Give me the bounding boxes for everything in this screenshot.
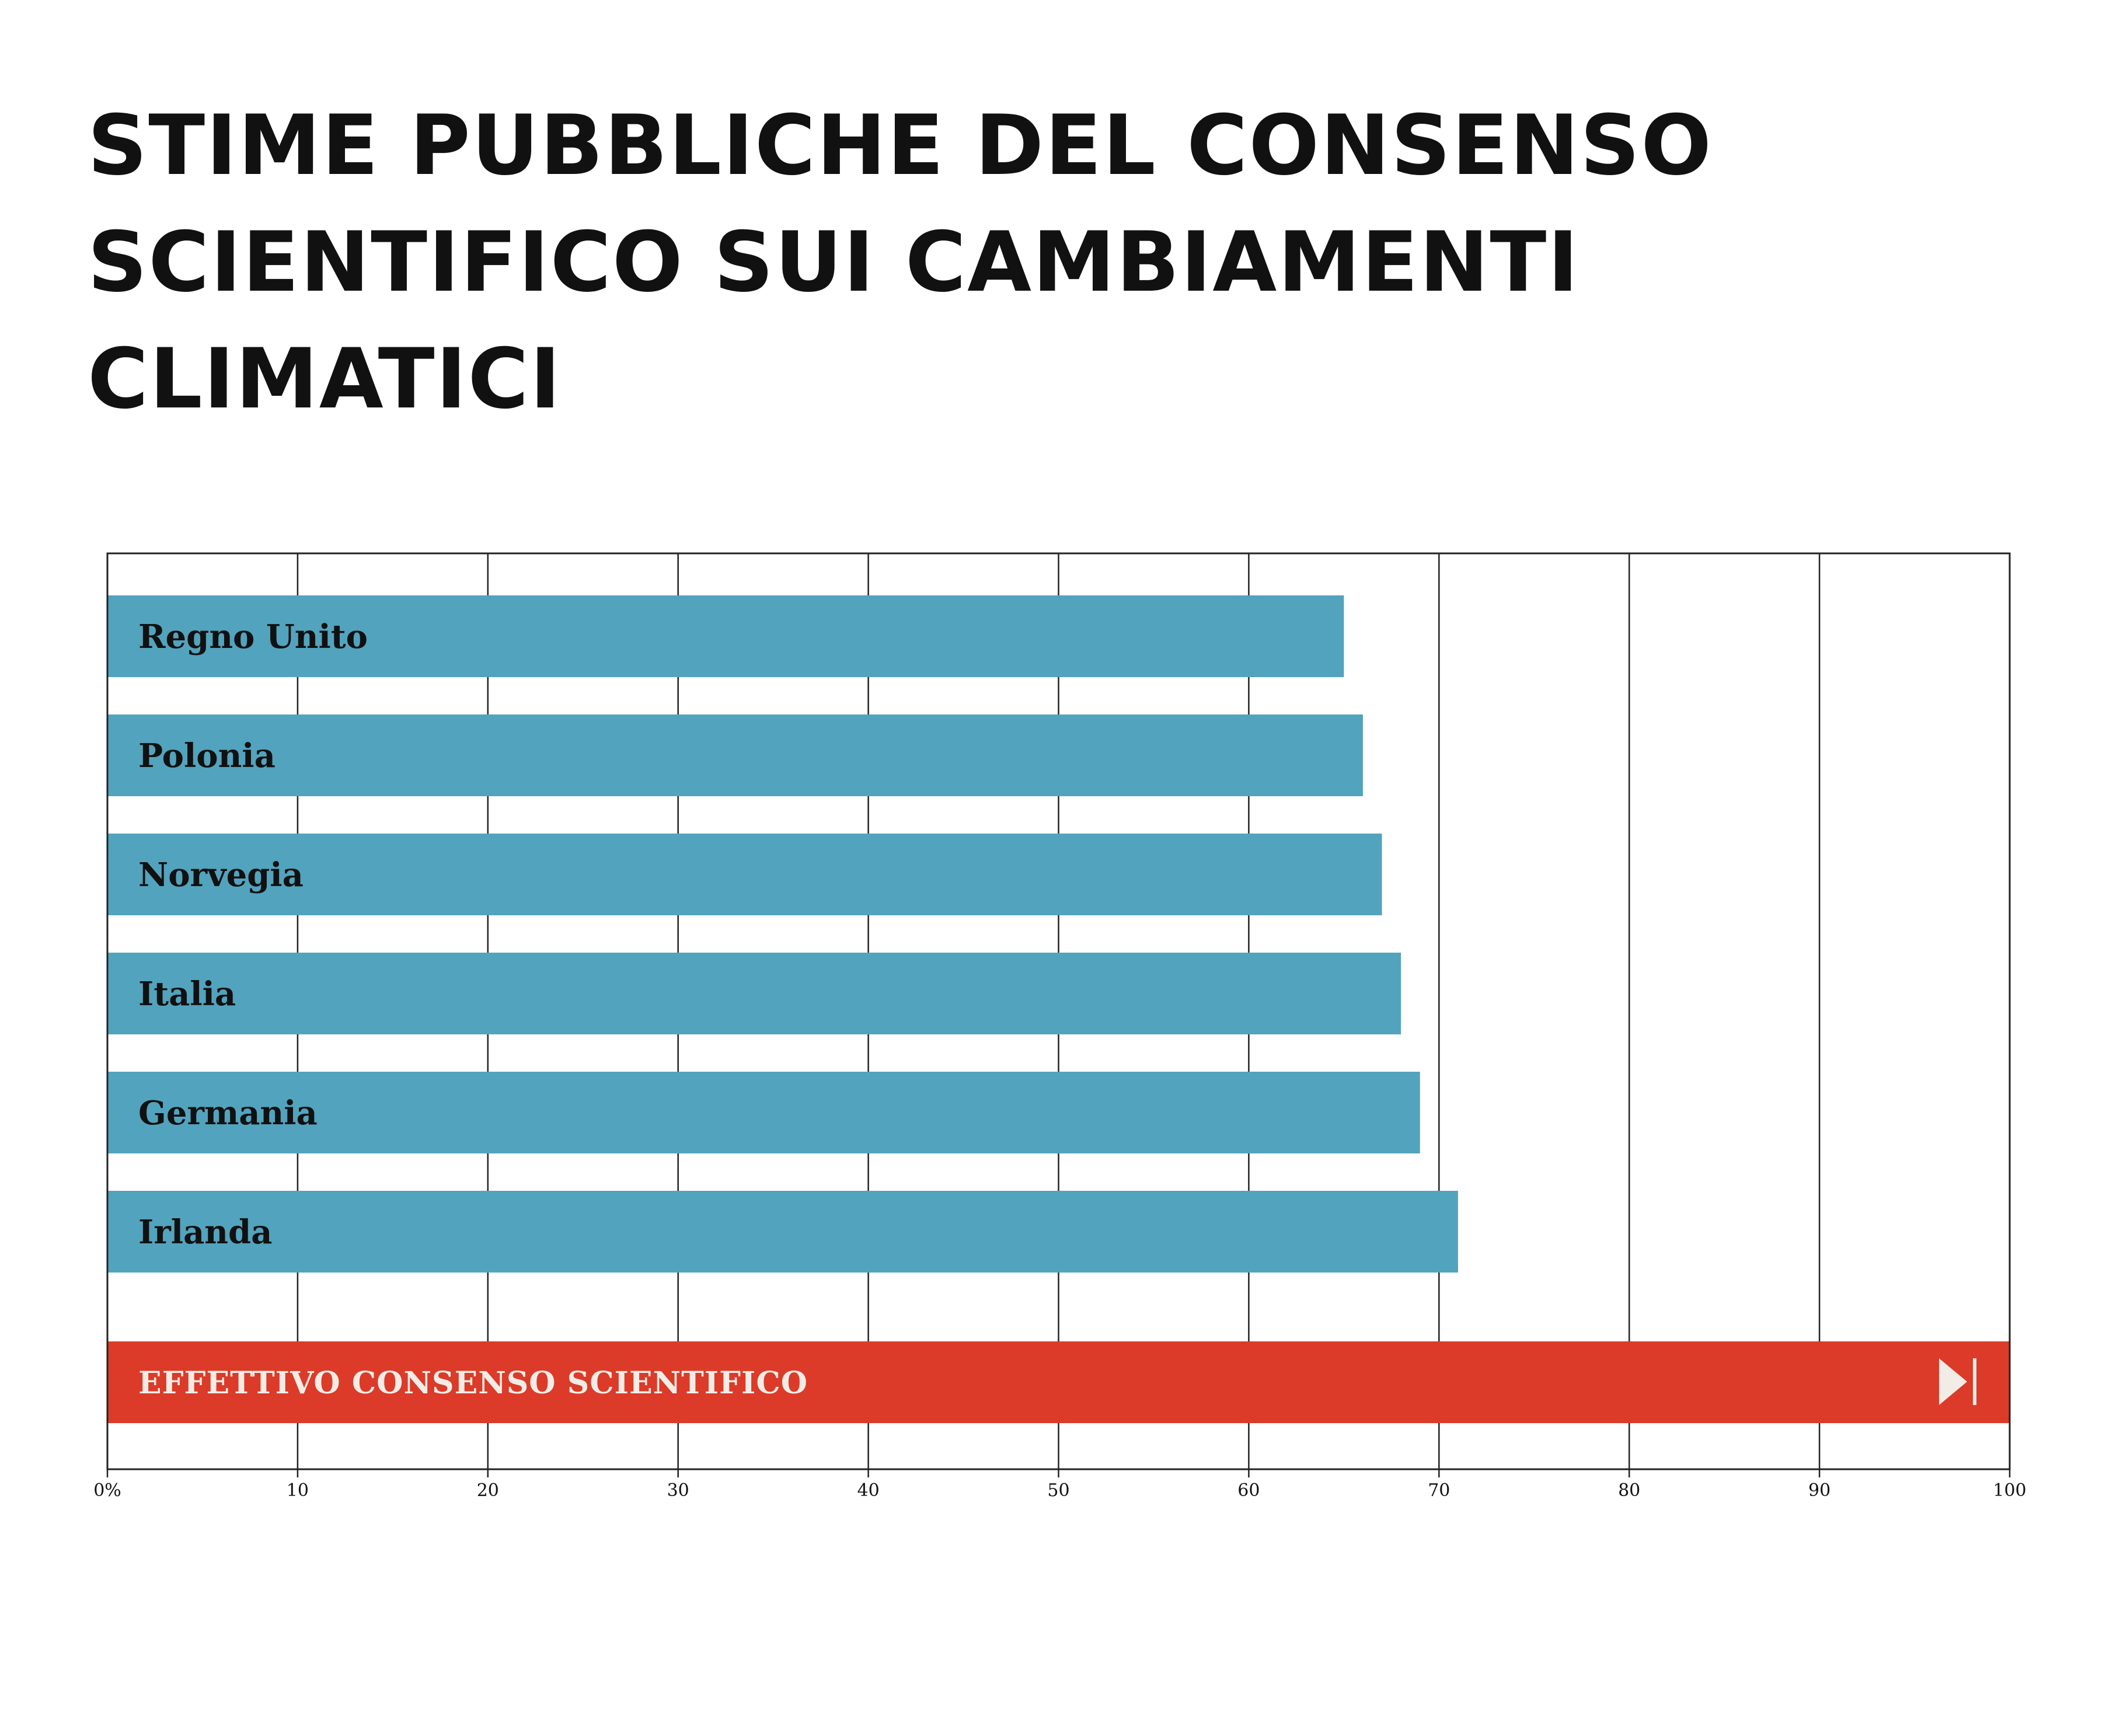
reference-bar [107,1341,2010,1423]
bar-norvegia [107,834,1382,915]
tick-label: 60 [1237,1480,1260,1501]
chart-title: STIME PUBBLICHE DEL CONSENSO SCIENTIFICO… [88,97,1713,427]
bar-italia [107,953,1401,1034]
bar-label: Norvegia [138,856,304,894]
bar-label: Germania [138,1094,318,1132]
bar-regno-unito [107,595,1344,677]
bar-polonia [107,714,1363,796]
tick-label: 50 [1047,1480,1069,1501]
bar-irlanda [107,1191,1458,1273]
tick-label: 100 [1993,1480,2026,1501]
bar-label: Polonia [138,737,276,775]
bar-label: Irlanda [138,1213,272,1252]
tick-label: 40 [857,1480,880,1501]
bar-label: Regno Unito [138,618,368,656]
tick-label: 80 [1618,1480,1640,1501]
skip-to-end-icon [1939,1358,1976,1405]
tick-label: 90 [1808,1480,1830,1501]
tick-label: 10 [287,1480,309,1501]
tick-label: 70 [1428,1480,1450,1501]
tick-label: 30 [667,1480,689,1501]
tick-label: 20 [477,1480,499,1501]
bar-germania [107,1072,1420,1153]
bar-label: Italia [138,975,236,1013]
tick-label: 0% [93,1480,121,1501]
reference-label: EFFETTIVO CONSENSO SCIENTIFICO [138,1365,808,1401]
